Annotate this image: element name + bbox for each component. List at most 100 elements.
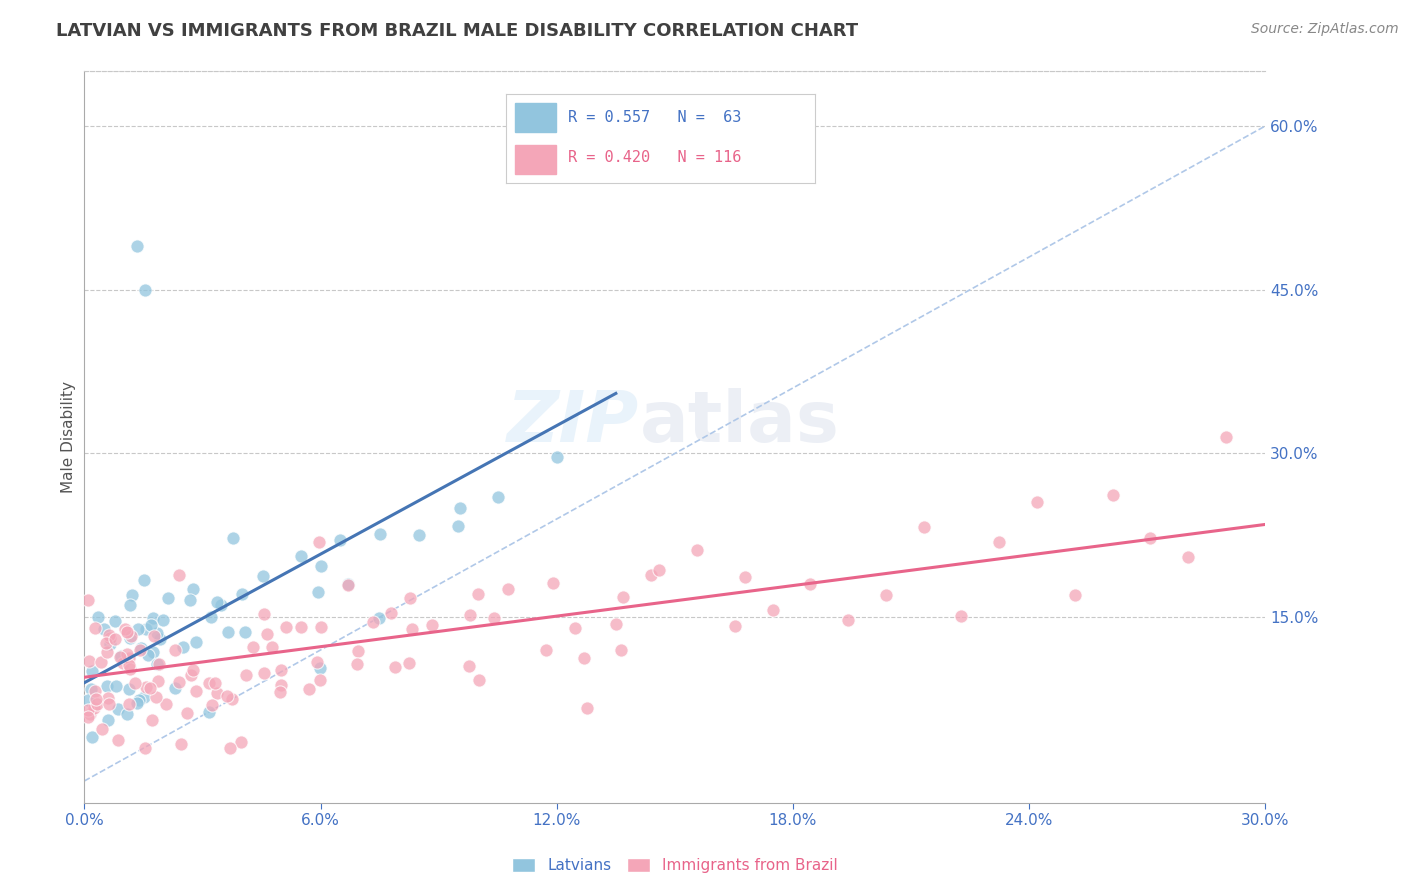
Point bbox=[458, 658, 481, 673]
Point bbox=[198, 675, 221, 690]
Point bbox=[118, 632, 141, 646]
Point bbox=[337, 578, 360, 592]
Point bbox=[1139, 531, 1161, 545]
Point bbox=[77, 593, 100, 607]
Point bbox=[152, 613, 174, 627]
Point bbox=[1026, 494, 1049, 508]
Point bbox=[132, 690, 155, 705]
Point bbox=[134, 741, 156, 756]
Point bbox=[179, 592, 201, 607]
Point bbox=[215, 689, 238, 703]
Point bbox=[546, 450, 568, 464]
Point bbox=[229, 735, 252, 749]
Point bbox=[458, 607, 481, 622]
Point bbox=[112, 656, 135, 670]
Point bbox=[235, 668, 257, 682]
Point bbox=[146, 625, 169, 640]
Point bbox=[87, 610, 110, 624]
Point bbox=[181, 582, 204, 596]
Point bbox=[398, 656, 420, 670]
Point bbox=[142, 611, 165, 625]
Point bbox=[467, 587, 489, 601]
Point bbox=[155, 698, 177, 712]
Point bbox=[93, 622, 115, 636]
Point bbox=[361, 615, 384, 629]
Point bbox=[605, 617, 627, 632]
Point bbox=[200, 610, 222, 624]
Point bbox=[1101, 488, 1123, 502]
Point bbox=[368, 611, 391, 625]
Point bbox=[640, 568, 662, 582]
Point bbox=[988, 535, 1011, 549]
Point bbox=[252, 569, 274, 583]
Point bbox=[129, 642, 152, 657]
Point bbox=[686, 543, 709, 558]
Point bbox=[233, 624, 256, 639]
Point bbox=[422, 618, 444, 632]
Point bbox=[136, 648, 159, 663]
Text: Source: ZipAtlas.com: Source: ZipAtlas.com bbox=[1251, 22, 1399, 37]
Point bbox=[408, 528, 430, 542]
Point bbox=[309, 619, 332, 633]
Point bbox=[496, 582, 519, 596]
Point bbox=[146, 674, 169, 689]
Point bbox=[290, 549, 312, 564]
Point bbox=[98, 628, 121, 642]
Point bbox=[80, 731, 103, 745]
Point bbox=[105, 679, 128, 693]
Point bbox=[84, 621, 107, 635]
Point bbox=[298, 682, 321, 697]
Point bbox=[142, 645, 165, 659]
Point bbox=[950, 609, 973, 624]
Point bbox=[368, 527, 391, 541]
Point bbox=[118, 697, 141, 711]
Point bbox=[104, 632, 127, 646]
Point bbox=[148, 657, 170, 671]
Point bbox=[139, 618, 162, 632]
Point bbox=[141, 713, 163, 727]
Text: R = 0.420   N = 116: R = 0.420 N = 116 bbox=[568, 151, 741, 165]
Point bbox=[269, 685, 291, 699]
Point bbox=[484, 610, 506, 624]
Point bbox=[97, 697, 120, 711]
Point bbox=[231, 586, 253, 600]
Point bbox=[139, 681, 162, 695]
Point bbox=[118, 681, 141, 696]
Point bbox=[146, 657, 169, 672]
Point bbox=[98, 637, 121, 651]
Point bbox=[127, 622, 149, 636]
Point bbox=[799, 576, 821, 591]
Point bbox=[115, 647, 138, 661]
Point bbox=[117, 650, 139, 665]
Point bbox=[149, 632, 172, 647]
Point bbox=[449, 501, 471, 516]
Point bbox=[79, 654, 101, 668]
Point bbox=[205, 686, 228, 700]
Point bbox=[761, 603, 783, 617]
Point bbox=[94, 636, 117, 650]
Point bbox=[118, 657, 141, 672]
Point bbox=[270, 678, 292, 692]
Point bbox=[384, 660, 406, 674]
Point bbox=[145, 690, 167, 704]
Point bbox=[176, 706, 198, 720]
Point bbox=[97, 691, 120, 706]
Point bbox=[120, 629, 142, 643]
Point bbox=[875, 588, 897, 602]
Point bbox=[186, 684, 208, 698]
Point bbox=[80, 682, 103, 697]
Point bbox=[242, 640, 264, 655]
Point bbox=[90, 656, 112, 670]
Text: atlas: atlas bbox=[640, 388, 839, 457]
Point bbox=[308, 535, 330, 549]
Point bbox=[96, 679, 118, 693]
Point bbox=[576, 701, 599, 715]
Point bbox=[127, 696, 149, 710]
Point bbox=[564, 622, 586, 636]
Point bbox=[219, 741, 242, 756]
Point bbox=[1063, 588, 1085, 602]
Point bbox=[129, 640, 152, 655]
Point bbox=[307, 655, 329, 669]
Point bbox=[309, 661, 332, 675]
Point bbox=[209, 598, 232, 612]
